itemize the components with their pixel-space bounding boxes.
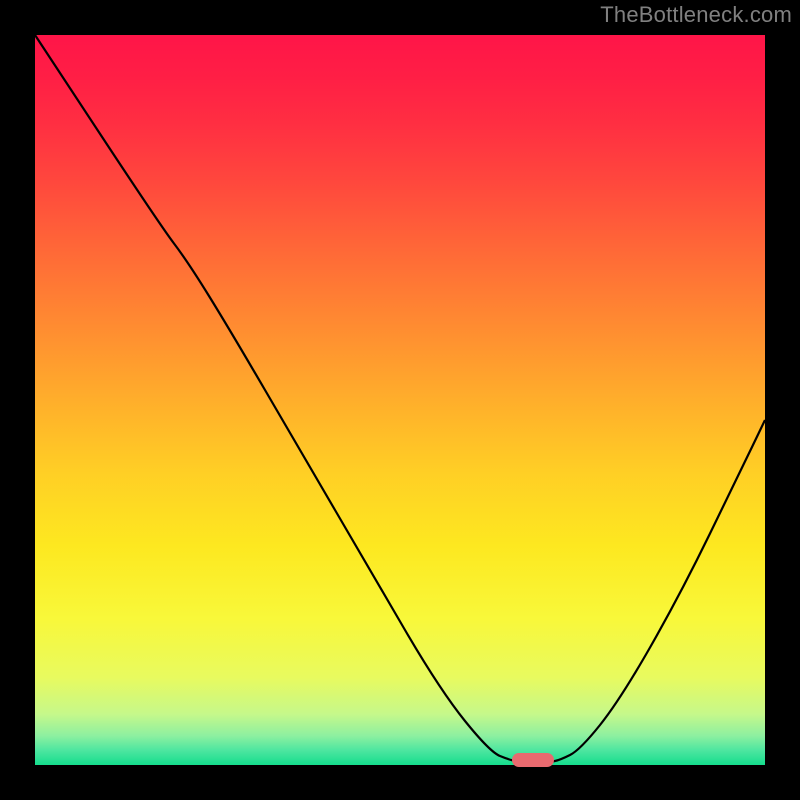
chart-svg: [0, 0, 800, 800]
optimal-marker: [512, 753, 554, 767]
plot-area: [35, 35, 765, 765]
chart-container: TheBottleneck.com: [0, 0, 800, 800]
watermark-text: TheBottleneck.com: [600, 2, 792, 28]
